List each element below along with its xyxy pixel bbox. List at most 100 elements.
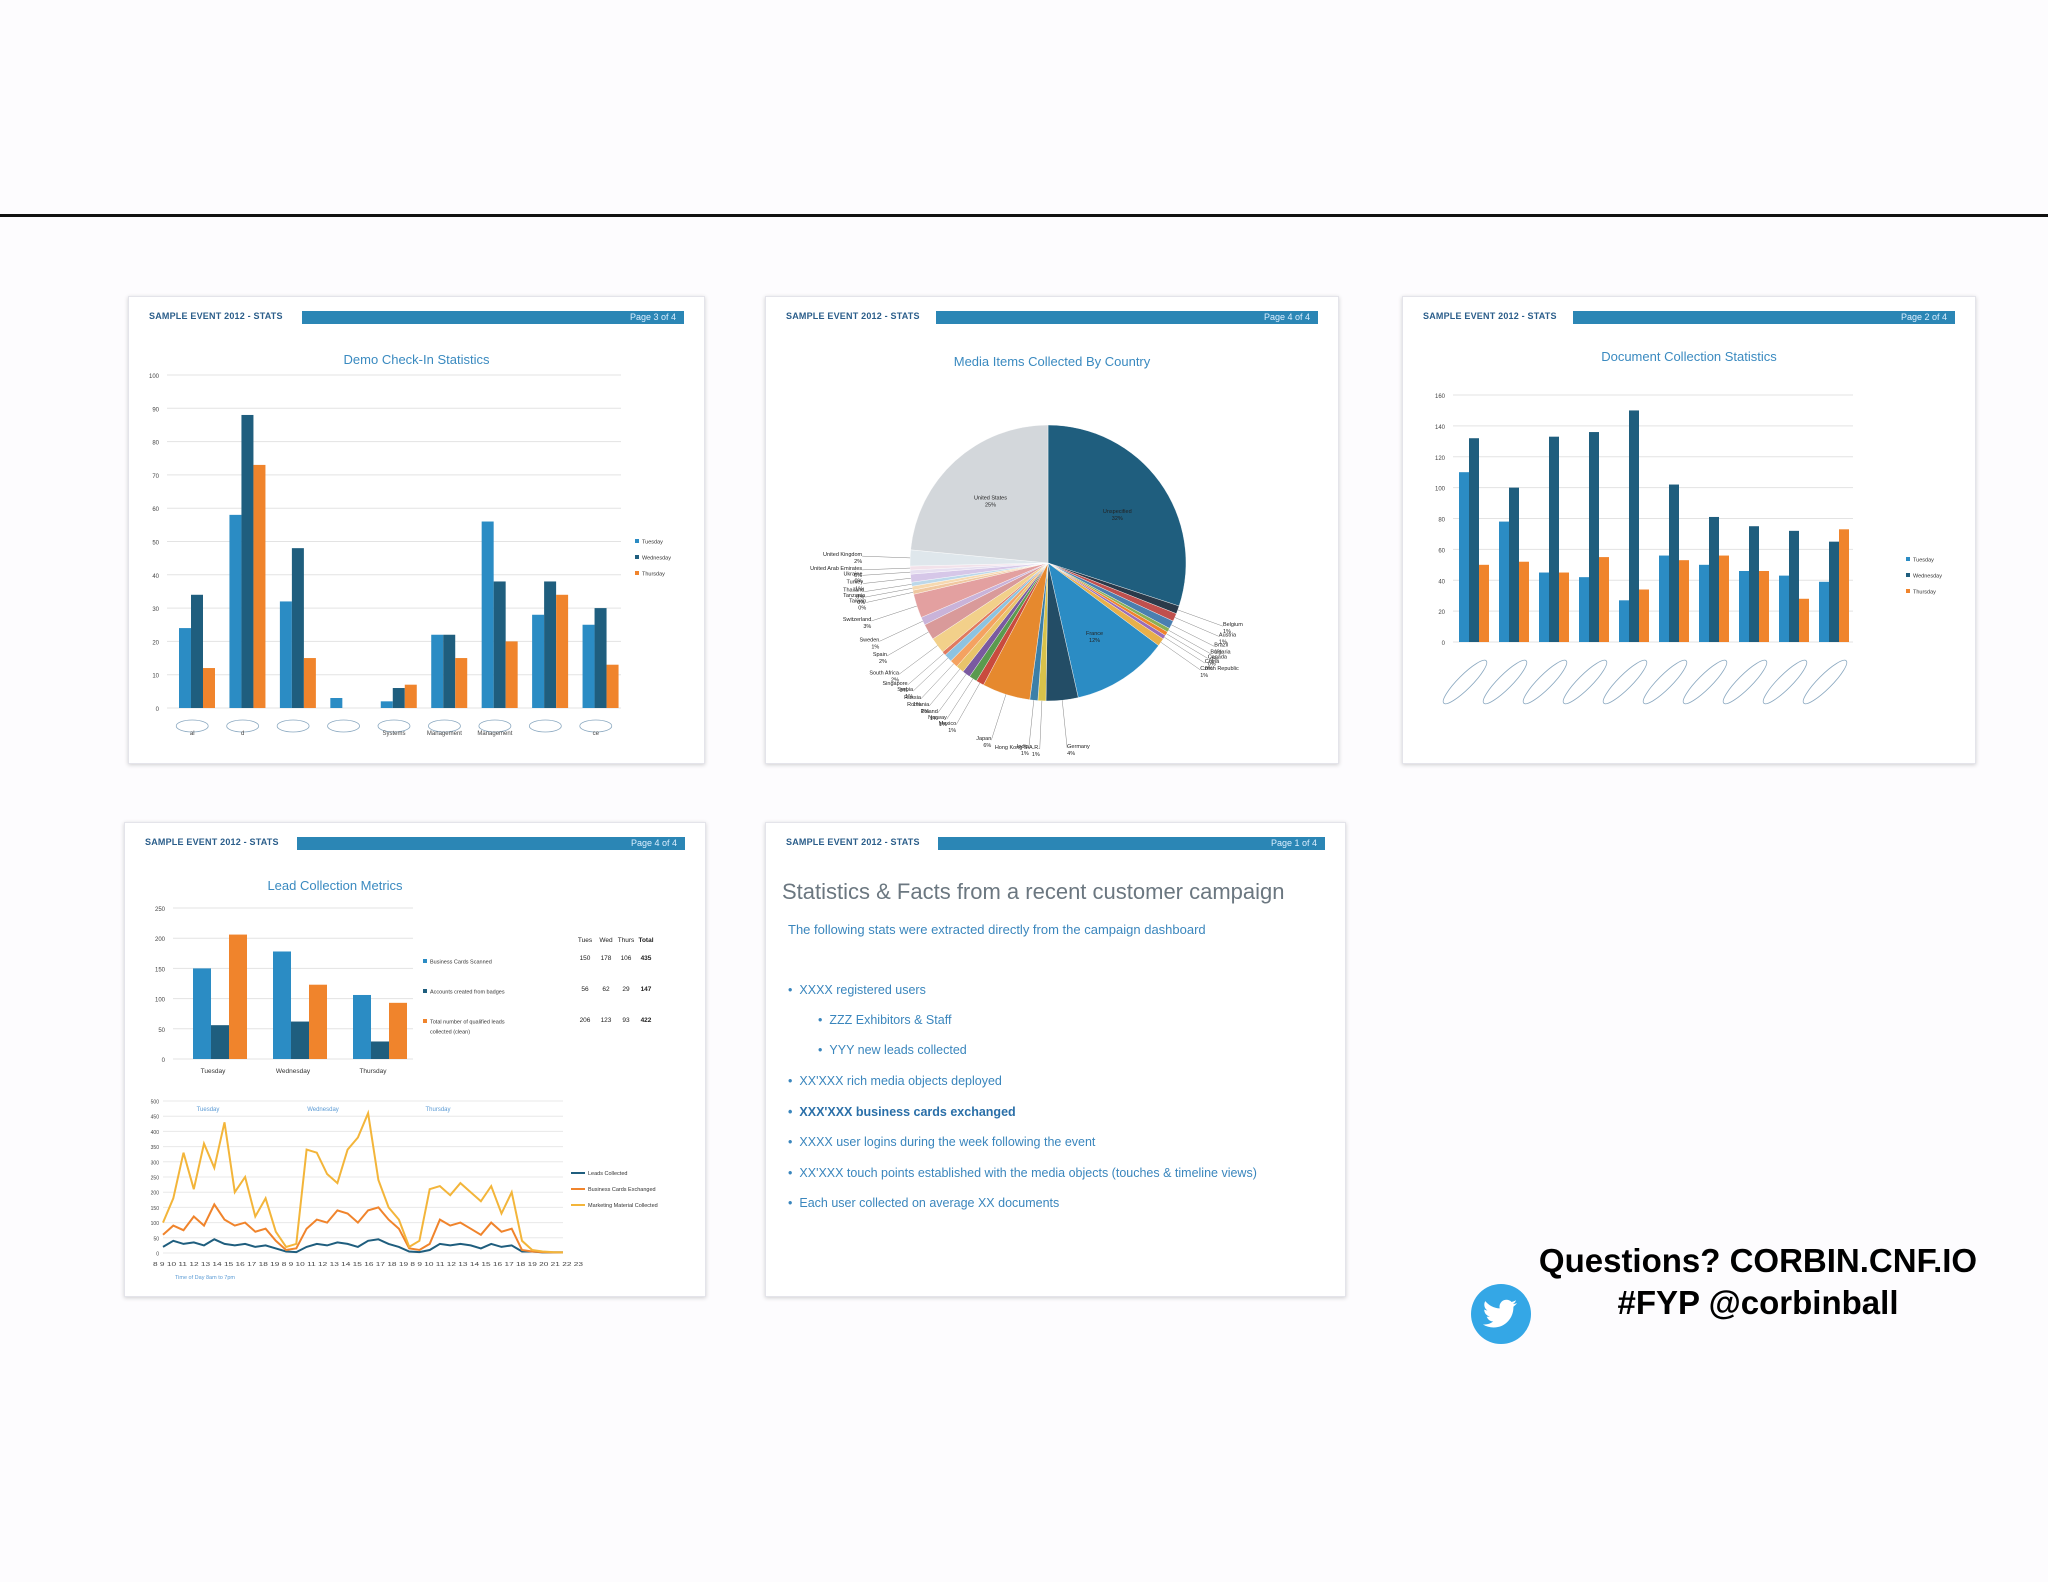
pie-label: Belgium — [1223, 622, 1243, 628]
bar — [1599, 557, 1609, 642]
slide-page-number: Page 3 of 4 — [629, 312, 676, 322]
pie-percent: 1% — [921, 709, 929, 715]
chart-title: Lead Collection Metrics — [267, 878, 403, 893]
leader-line — [946, 678, 974, 720]
slide-event-label: SAMPLE EVENT 2012 - STATS — [149, 311, 283, 321]
bar — [191, 594, 203, 708]
y-tick-label: 400 — [151, 1130, 160, 1136]
bar — [1839, 529, 1849, 642]
bar — [431, 634, 444, 708]
slide-header-bar: Page 3 of 4 — [302, 311, 684, 324]
legend-swatch — [635, 539, 639, 543]
y-tick-label: 0 — [162, 1058, 166, 1064]
leader-line — [862, 571, 911, 576]
pie-label: South Africa — [869, 670, 900, 676]
table-cell: 62 — [602, 986, 610, 993]
bullet-item: XXXX registered users — [788, 983, 925, 997]
slide-header-bar: Page 2 of 4 — [1573, 311, 1955, 324]
y-tick-label: 250 — [155, 907, 166, 913]
table-header: Tues — [578, 937, 593, 944]
bar — [606, 664, 619, 708]
legend-label: Leads Collected — [588, 1171, 627, 1177]
bar — [330, 698, 343, 708]
pie-percent: 1% — [930, 716, 938, 722]
slide-page-number: Page 4 of 4 — [630, 838, 677, 848]
y-tick-label: 300 — [151, 1160, 160, 1166]
table-header: Wed — [599, 937, 613, 944]
pie-percent: 6% — [983, 743, 991, 749]
y-tick-label: 0 — [156, 707, 160, 713]
leader-line — [1062, 700, 1068, 749]
slide-header-bar: Page 4 of 4 — [936, 311, 1318, 324]
bar — [443, 634, 456, 708]
twitter-icon[interactable] — [1470, 1283, 1532, 1345]
pie-percent: 1% — [948, 728, 956, 734]
bar — [279, 601, 292, 708]
scribble-mark — [1562, 659, 1608, 705]
y-tick-label: 350 — [151, 1145, 160, 1151]
x-tick-label: ce — [593, 731, 600, 737]
y-tick-label: 140 — [1435, 425, 1446, 431]
contact-block: Questions? CORBIN.CNF.IO #FYP @corbinbal… — [1488, 1240, 2028, 1324]
pie-percent: 1% — [1021, 751, 1029, 757]
legend-label: Marketing Material Collected — [588, 1203, 658, 1209]
scribble-mark — [226, 719, 260, 733]
bar — [505, 641, 518, 708]
y-tick-label: 0 — [1442, 641, 1446, 647]
slide-document-collection: SAMPLE EVENT 2012 - STATS Page 2 of 4 Do… — [1402, 296, 1976, 764]
table-cell: 150 — [580, 955, 591, 962]
pie-percent: 4% — [1067, 751, 1075, 757]
slide-event-label: SAMPLE EVENT 2012 - STATS — [786, 311, 920, 321]
pie-percent: 0% — [1208, 661, 1216, 667]
bar — [1479, 564, 1489, 642]
table-cell: 206 — [580, 1017, 591, 1024]
leader-line — [886, 631, 929, 657]
pie-percent: 0% — [854, 578, 862, 584]
bar — [1679, 560, 1689, 642]
pie-label: Thailand — [843, 588, 864, 594]
pie-label: Brazil — [1214, 642, 1228, 648]
slide-event-label: SAMPLE EVENT 2012 - STATS — [786, 837, 920, 847]
scribble-mark — [528, 719, 562, 733]
legend-swatch — [423, 989, 427, 993]
scribble-mark — [1802, 659, 1848, 705]
pie-label: Taiwan — [849, 598, 866, 604]
pie-percent: 1% — [905, 694, 913, 700]
y-tick-label: 100 — [1435, 487, 1446, 493]
bar — [1559, 572, 1569, 642]
y-tick-label: 90 — [152, 407, 159, 413]
pie-label: Ukraine — [843, 571, 862, 577]
legend-label: Wednesday — [642, 556, 671, 562]
bullet-item: XXXX user logins during the week followi… — [788, 1135, 1095, 1149]
pie-label: Romania — [907, 702, 930, 708]
pie-percent: 0% — [854, 573, 862, 579]
pie-percent: 12% — [1089, 638, 1100, 644]
y-tick-label: 50 — [152, 541, 159, 547]
y-tick-label: 50 — [153, 1236, 159, 1242]
slide-lead-collection: SAMPLE EVENT 2012 - STATS Page 4 of 4 Le… — [124, 822, 706, 1297]
bar — [493, 581, 506, 708]
leader-line — [991, 694, 1007, 741]
chart-title: Document Collection Statistics — [1601, 349, 1777, 364]
table-header: Thurs — [618, 937, 635, 944]
bar — [179, 628, 191, 708]
bar — [1669, 484, 1679, 642]
pie-label: Hong Kong S.A.R. — [995, 745, 1040, 751]
pie-label: Canada — [1208, 654, 1228, 660]
y-tick-label: 200 — [155, 937, 166, 943]
y-tick-label: 500 — [151, 1100, 160, 1106]
leader-line — [862, 567, 911, 571]
pie-label: China — [1205, 659, 1220, 665]
pie-percent: 25% — [985, 503, 996, 509]
pie-percent: 1% — [1219, 639, 1227, 645]
legend-label: Accounts created from badges — [430, 990, 505, 996]
leader-line — [956, 682, 981, 725]
bar — [582, 624, 595, 708]
bar — [1519, 561, 1529, 642]
table-cell: 178 — [601, 955, 612, 962]
pie-percent: 32% — [1112, 516, 1123, 522]
legend-swatch — [423, 959, 427, 963]
scribble-mark — [1722, 659, 1768, 705]
scribble-mark — [1642, 659, 1688, 705]
bar — [380, 701, 393, 708]
